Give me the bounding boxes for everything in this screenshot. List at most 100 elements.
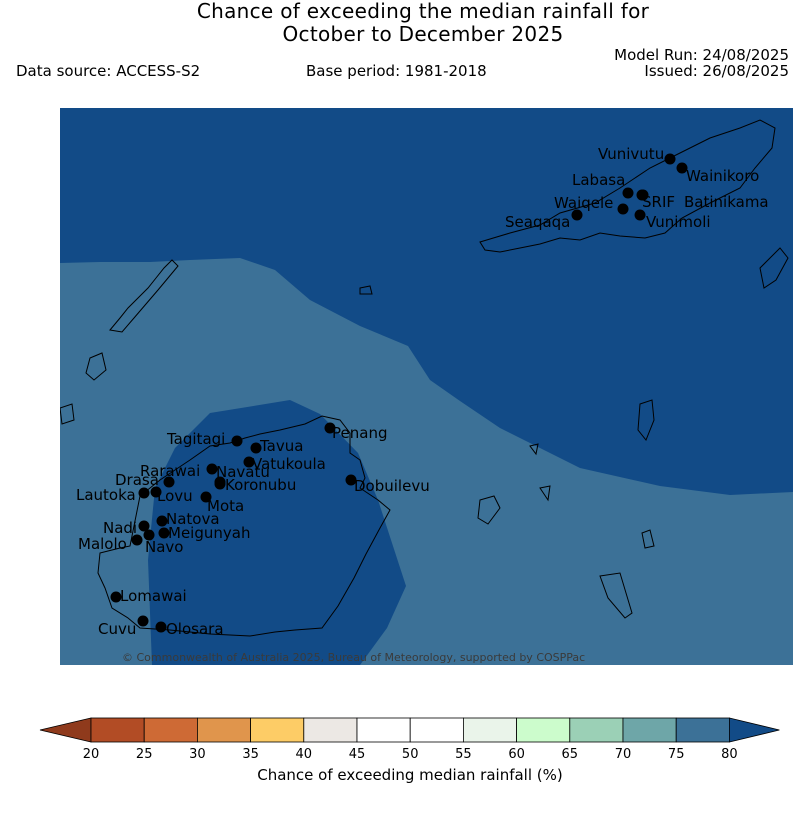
station-marker-lautoka [138, 487, 150, 499]
colorbar-swatch-35-40 [250, 717, 305, 743]
yasawa-chain [109, 259, 179, 333]
station-marker-lomawai [110, 591, 122, 603]
colorbar-tick-25: 25 [136, 747, 153, 762]
station-label-rarawai: Rarawai [140, 462, 200, 480]
islet-8 [60, 403, 75, 425]
colorbar-tick-35: 35 [242, 747, 259, 762]
station-label-vunimoli: Vunimoli [646, 213, 711, 231]
station-marker-nadi [138, 520, 150, 532]
station-marker-cuvu [137, 615, 149, 627]
vanua-levu-coast [479, 119, 776, 253]
station-labels: Vunivutu Wainikoro Labasa SRIF Batinikama Wai… [76, 145, 769, 638]
station-marker-vunivutu [664, 153, 676, 165]
issued-text: Issued: 26/08/2025 [644, 62, 789, 80]
station-label-natova: Natova [166, 510, 220, 528]
colorbar-swatch-50-55 [409, 717, 464, 743]
station-label-penang: Penang [332, 424, 387, 442]
station-label-vatukoula: Vatukoula [252, 455, 326, 473]
station-label-tagitagi: Tagitagi [166, 430, 225, 448]
station-label-drasa: Drasa [115, 471, 159, 489]
station-label-lovu: Lovu [157, 487, 193, 505]
station-marker-rarawai [206, 463, 218, 475]
chart-title: Chance of exceeding the median rainfall … [0, 0, 804, 46]
colorbar-tick-60: 60 [508, 747, 525, 762]
colorbar-swatch-40-45 [303, 717, 358, 743]
base-period-text: Base period: 1981-2018 [306, 62, 487, 80]
colorbar-swatch-45-50 [356, 717, 411, 743]
station-marker-batinikama [636, 189, 648, 201]
colorbar: 20 25 30 35 40 45 50 55 60 65 70 75 80 [39, 717, 780, 762]
station-marker-waiqele [617, 203, 629, 215]
colorbar-ticks: 20 25 30 35 40 45 50 55 60 65 70 75 80 [83, 747, 738, 762]
station-label-lautoka: Lautoka [76, 486, 136, 504]
colorbar-over-arrow [729, 717, 780, 743]
station-label-seaqaqa: Seaqaqa [505, 213, 570, 231]
forecast-map: Vunivutu Wainikoro Labasa SRIF Batinikama Wai… [60, 108, 793, 665]
station-marker-seaqaqa [571, 209, 583, 221]
coastlines [60, 119, 789, 637]
station-marker-drasa [150, 486, 162, 498]
station-marker-tagitagi [231, 435, 243, 447]
colorbar-swatch-75-80 [675, 717, 730, 743]
islet-7 [85, 352, 107, 381]
station-label-mota: Mota [207, 497, 244, 515]
station-label-navatu: Navatu [216, 463, 270, 481]
station-label-cuvu: Cuvu [98, 620, 136, 638]
station-label-nadi: Nadi [103, 519, 137, 537]
station-marker-olosara [155, 621, 167, 633]
title-line-2: October to December 2025 [282, 22, 564, 46]
station-label-malolo: Malolo [78, 535, 127, 553]
station-marker-wainikoro [676, 162, 688, 174]
islet-3 [539, 485, 551, 502]
colorbar-tick-80: 80 [721, 747, 738, 762]
viti-levu-coast [97, 415, 391, 637]
islet-4 [529, 443, 539, 456]
islet-5 [641, 529, 655, 549]
colorbar-swatch-55-60 [462, 717, 517, 743]
station-marker-lovu [163, 476, 175, 488]
station-label-navo: Navo [145, 538, 183, 556]
colorbar-tick-40: 40 [296, 747, 313, 762]
colorbar-swatch-30-35 [196, 717, 251, 743]
station-marker-mota [200, 491, 212, 503]
colorbar-tick-45: 45 [349, 747, 366, 762]
station-label-batinikama: Batinikama [684, 193, 769, 211]
station-label-dobuilevu: Dobuilevu [354, 477, 430, 495]
colorbar-swatch-20-25 [90, 717, 145, 743]
station-marker-malolo [131, 534, 143, 546]
station-marker-natova [156, 515, 168, 527]
islet-2 [599, 572, 633, 619]
colorbar-tick-30: 30 [189, 747, 206, 762]
station-label-srif: SRIF [642, 193, 675, 211]
colorbar-swatch-65-70 [569, 717, 624, 743]
colorbar-label: Chance of exceeding median rainfall (%) [257, 766, 563, 784]
taveuni-coast [759, 247, 789, 289]
colorbar-tick-50: 50 [402, 747, 419, 762]
map-canvas: Vunivutu Wainikoro Labasa SRIF Batinikama Wai… [60, 108, 793, 665]
station-marker-dobuilevu [345, 474, 357, 486]
colorbar-swatches [39, 717, 780, 743]
islet-1 [477, 495, 501, 525]
station-label-lomawai: Lomawai [120, 587, 187, 605]
station-marker-vunimoli [634, 209, 646, 221]
station-label-olosara: Olosara [166, 620, 224, 638]
station-marker-koronubu [214, 478, 226, 490]
station-label-koronubu: Koronubu [225, 476, 296, 494]
station-marker-vatukoula [243, 456, 255, 468]
station-label-labasa: Labasa [572, 171, 625, 189]
colorbar-tick-75: 75 [668, 747, 685, 762]
colorbar-swatch-25-30 [143, 717, 198, 743]
station-markers [110, 153, 688, 633]
station-label-tavua: Tavua [259, 437, 303, 455]
station-label-wainikoro: Wainikoro [686, 167, 759, 185]
colorbar-tick-55: 55 [455, 747, 472, 762]
station-marker-navo [143, 529, 155, 541]
colorbar-under-arrow [39, 717, 92, 743]
colorbar-tick-65: 65 [562, 747, 579, 762]
colorbar-swatch-70-75 [622, 717, 677, 743]
station-label-vunivutu: Vunivutu [598, 145, 664, 163]
station-label-waiqele: Waiqele [554, 194, 613, 212]
colorbar-swatch-60-65 [516, 717, 571, 743]
station-label-meigunyah: Meigunyah [168, 524, 250, 542]
data-source-text: Data source: ACCESS-S2 [16, 62, 201, 80]
